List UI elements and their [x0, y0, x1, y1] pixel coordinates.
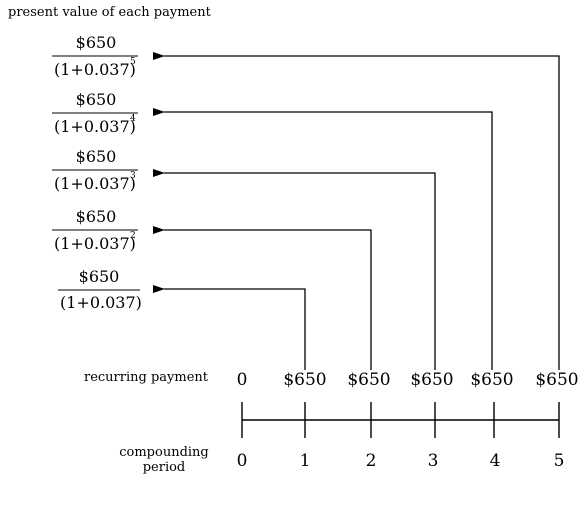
period-2: 2 [366, 451, 377, 471]
discount-arrow-period-5 [153, 52, 560, 370]
payment-1: $650 [283, 370, 326, 390]
discount-arrow-period-4 [153, 108, 493, 370]
period-4: 4 [490, 451, 501, 471]
fraction-exponent: 5 [130, 57, 136, 67]
fraction-numerator: $650 [79, 267, 120, 286]
fraction-numerator: $650 [76, 90, 117, 109]
fraction-numerator: $650 [76, 33, 117, 52]
fraction-denominator: (1+0.037) [54, 174, 136, 193]
period-label: period [143, 460, 186, 475]
period-3: 3 [428, 451, 439, 471]
payment-3: $650 [410, 370, 453, 390]
diagram-title: present value of each payment [8, 5, 212, 20]
payment-4: $650 [470, 370, 513, 390]
fraction-period-1: $650 (1+0.037) [58, 267, 142, 312]
period-5: 5 [554, 451, 565, 471]
timeline [241, 402, 560, 438]
fraction-period-5: $650 (1+0.037) 5 [52, 33, 138, 79]
payment-5: $650 [535, 370, 578, 390]
period-1: 1 [300, 451, 311, 471]
fraction-denominator: (1+0.037) [54, 117, 136, 136]
fraction-denominator: (1+0.037) [60, 293, 142, 312]
fraction-exponent: 4 [130, 114, 136, 124]
fraction-exponent: 2 [130, 231, 136, 241]
fraction-numerator: $650 [76, 147, 117, 166]
fraction-denominator: (1+0.037) [54, 60, 136, 79]
fraction-denominator: (1+0.037) [54, 234, 136, 253]
payment-0: 0 [237, 370, 248, 390]
discount-arrow-period-3 [153, 169, 436, 370]
discount-arrow-period-1 [153, 285, 306, 370]
compounding-label: compounding [119, 445, 209, 460]
payment-2: $650 [347, 370, 390, 390]
discount-arrow-period-2 [153, 226, 372, 370]
fraction-period-2: $650 (1+0.037) 2 [52, 207, 138, 253]
fraction-period-4: $650 (1+0.037) 4 [52, 90, 138, 136]
fraction-period-3: $650 (1+0.037) 3 [52, 147, 138, 193]
fraction-exponent: 3 [130, 171, 136, 181]
recurring-payment-label: recurring payment [84, 370, 209, 385]
fraction-numerator: $650 [76, 207, 117, 226]
period-0: 0 [237, 451, 248, 471]
